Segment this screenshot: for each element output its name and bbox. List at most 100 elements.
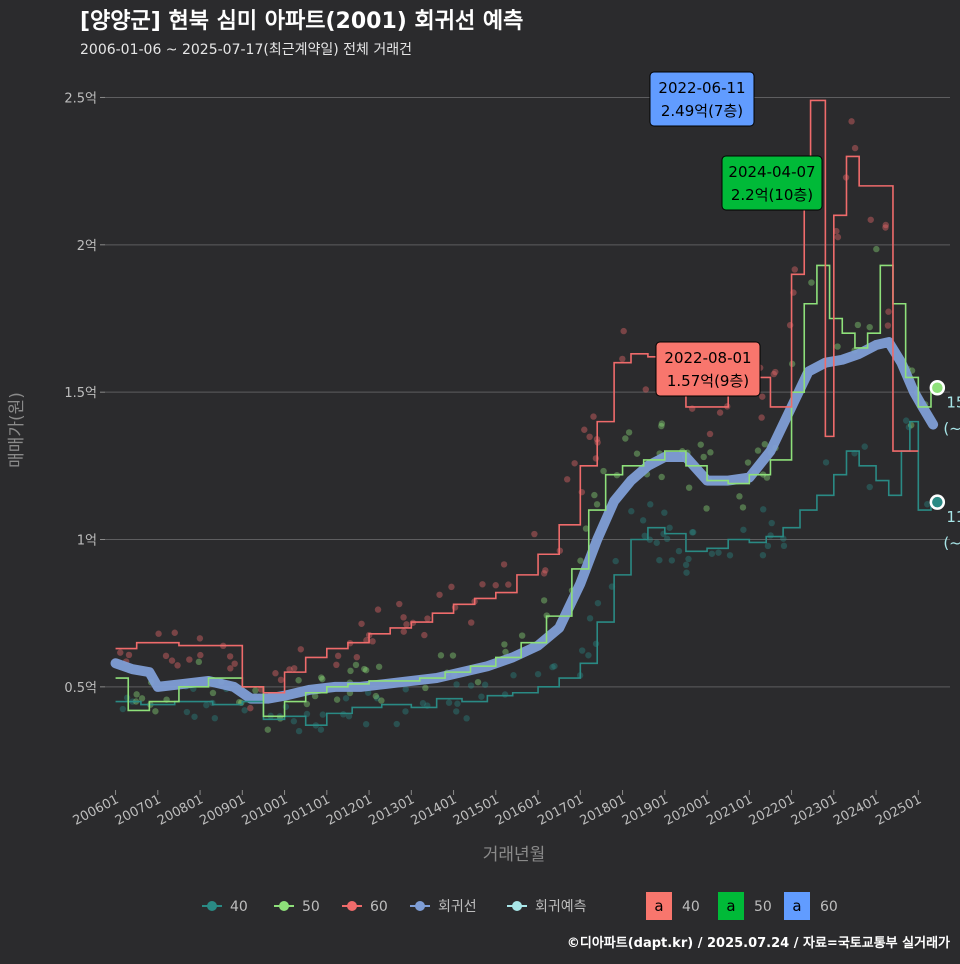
- scatter-point: [467, 682, 475, 689]
- scatter-point: [369, 638, 376, 645]
- scatter-point: [754, 447, 762, 454]
- scatter-point: [882, 224, 889, 231]
- scatter-point: [639, 517, 647, 524]
- scatter-point: [592, 640, 600, 647]
- scatter-point: [347, 667, 354, 675]
- scatter-point: [492, 582, 499, 589]
- scatter-point: [372, 692, 380, 700]
- scatter-point: [833, 227, 840, 235]
- legend-key-glyph: a: [654, 897, 663, 915]
- scatter-point: [620, 327, 627, 335]
- scatter-point: [393, 720, 400, 728]
- callout-date: 2024-04-07: [728, 163, 815, 181]
- scatter-point: [924, 501, 931, 508]
- scatter-point: [196, 635, 204, 642]
- scatter-point: [463, 715, 470, 722]
- scatter-point: [641, 532, 648, 539]
- legend-marker: [279, 901, 289, 911]
- scatter-point: [334, 652, 342, 660]
- scatter-point: [502, 648, 509, 656]
- callout-price: 1.57억(9층): [667, 372, 749, 390]
- scatter-point: [171, 629, 178, 636]
- scatter-point: [578, 647, 586, 654]
- scatter-point: [400, 614, 407, 621]
- callout-date: 2022-08-01: [664, 349, 751, 367]
- scatter-point: [563, 476, 571, 483]
- y-tick-label: 0.5억: [64, 681, 97, 696]
- scatter-point: [586, 433, 593, 441]
- scatter-point: [663, 535, 671, 543]
- scatter-point: [851, 144, 859, 152]
- scatter-point: [252, 687, 259, 694]
- legend-label: 회귀예측: [535, 899, 587, 915]
- callout-date: 2022-06-11: [658, 79, 745, 97]
- scatter-point: [174, 662, 181, 669]
- scatter-point: [594, 599, 602, 607]
- legend-label: 40: [230, 899, 248, 915]
- scatter-point: [577, 557, 584, 564]
- scatter-point: [763, 474, 771, 481]
- scatter-point: [612, 557, 619, 565]
- scatter-point: [474, 678, 482, 686]
- caption: ©디아파트(dapt.kr) / 2025.07.24 / 자료=국토교통부 실…: [567, 935, 950, 951]
- y-axis: 0.5억 1억 1.5억 2억 2.5억: [64, 91, 105, 696]
- scatter-point: [247, 704, 254, 712]
- scatter-point: [759, 393, 766, 400]
- scatter-point: [195, 658, 203, 666]
- scatter-point: [542, 567, 549, 574]
- scatter-point: [183, 708, 191, 716]
- legend-key-label: 60: [820, 899, 838, 915]
- scatter-point: [551, 662, 558, 670]
- scatter-point: [291, 665, 298, 672]
- scatter-point: [445, 699, 453, 706]
- series-line-40: [115, 420, 932, 726]
- scatter-point: [481, 681, 489, 688]
- scatter-point: [264, 726, 272, 733]
- scatter-point: [197, 651, 204, 659]
- scatter-point: [540, 597, 548, 604]
- scatter-point: [500, 561, 508, 568]
- scatter-point: [882, 221, 889, 229]
- callout-price: 2.2억(10층): [731, 186, 813, 204]
- scatter-point: [884, 322, 892, 329]
- scatter-point: [628, 508, 635, 515]
- scatter-point: [715, 549, 722, 556]
- legend-key-glyph: a: [726, 897, 735, 915]
- scatter-point: [653, 539, 660, 546]
- legend-key: [784, 892, 810, 920]
- scatter-point: [848, 118, 855, 125]
- legend-key-label: 40: [682, 899, 700, 915]
- scatter-point: [642, 386, 650, 393]
- scatter-point: [125, 651, 133, 659]
- scatter-point: [549, 663, 556, 671]
- scatter-point: [123, 694, 131, 701]
- scatter-point: [191, 713, 198, 720]
- scatter-point: [656, 556, 663, 564]
- scatter-point: [186, 656, 193, 663]
- scatter-point: [402, 686, 409, 693]
- scatter-point: [685, 555, 692, 563]
- scatter-point: [162, 652, 170, 660]
- scatter-point: [453, 681, 460, 688]
- scatter-point: [448, 583, 455, 591]
- scatter-point: [226, 653, 234, 660]
- scatter-point: [282, 703, 290, 710]
- scatter-point: [867, 216, 874, 223]
- scatter-point: [658, 473, 665, 481]
- scatter-point: [453, 708, 460, 715]
- scatter-point: [585, 652, 592, 659]
- scatter-point: [518, 632, 526, 639]
- scatter-point: [854, 321, 862, 329]
- scatter-point: [362, 666, 370, 674]
- scatter-point: [272, 670, 279, 677]
- scatter-point: [340, 711, 347, 718]
- legend-label: 60: [370, 899, 388, 915]
- scatter-point: [297, 646, 304, 653]
- scatter-point: [168, 657, 176, 664]
- forecast-point: [929, 379, 946, 396]
- scatter-point: [582, 525, 590, 532]
- scatter-point: [622, 435, 629, 442]
- scatter-point: [591, 491, 598, 499]
- scatter-point: [119, 705, 127, 713]
